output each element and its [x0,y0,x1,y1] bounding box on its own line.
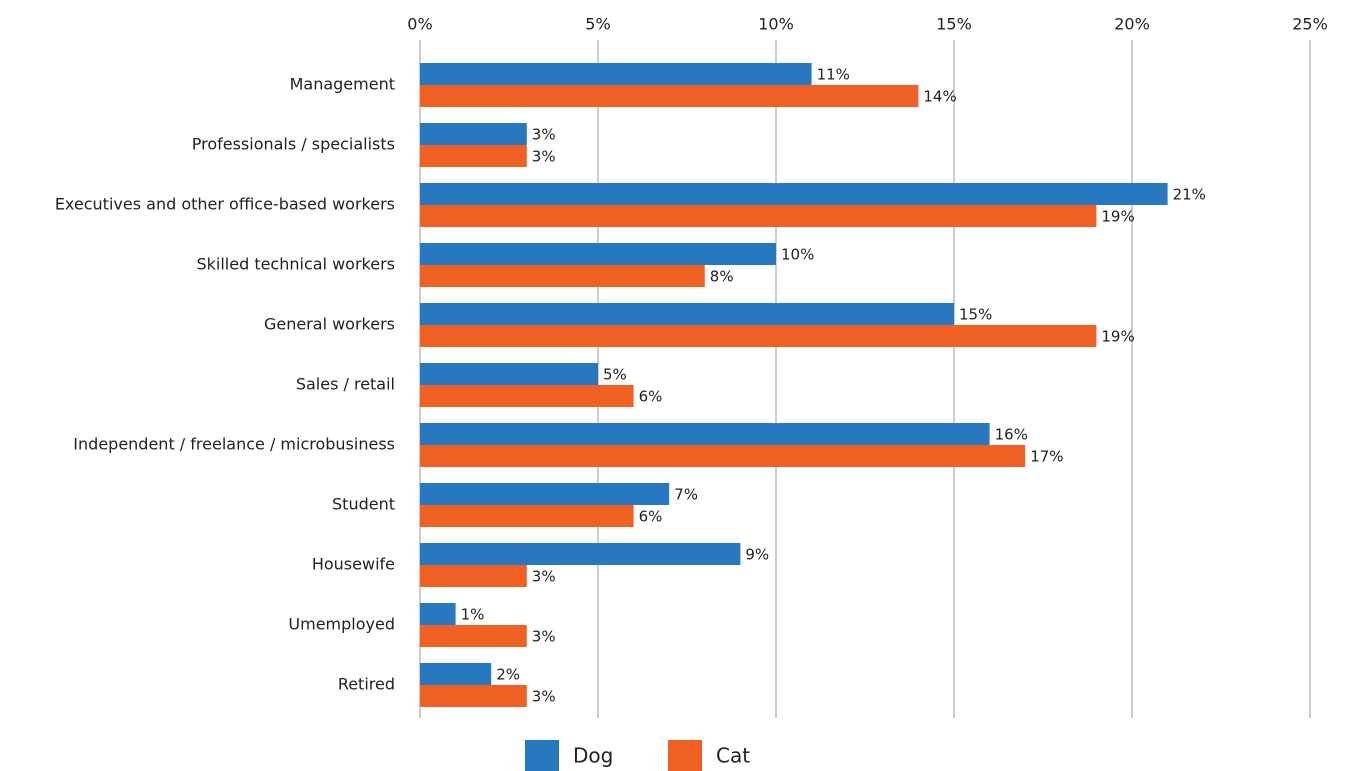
bar [420,565,527,587]
bar [420,625,527,647]
value-label: 9% [745,546,769,564]
bar [420,183,1168,205]
value-label: 6% [639,508,663,526]
bar [420,505,634,527]
bar [420,123,527,145]
bar [420,445,1026,467]
bar [420,543,741,565]
x-tick-label: 5% [585,15,610,34]
bar [420,303,954,325]
bar [420,663,492,685]
bar [420,363,598,385]
value-label: 11% [817,66,850,84]
value-label: 19% [1101,208,1134,226]
y-tick-label: Retired [338,675,395,694]
value-label: 14% [923,88,956,106]
value-label: 16% [995,426,1028,444]
bar [420,685,527,707]
bar [420,145,527,167]
value-label: 2% [496,666,520,684]
legend-swatch [668,740,702,771]
value-label: 5% [603,366,627,384]
value-label: 3% [532,148,556,166]
x-tick-label: 25% [1292,15,1328,34]
value-label: 1% [461,606,485,624]
bar [420,385,634,407]
value-label: 19% [1101,328,1134,346]
x-tick-label: 20% [1114,15,1150,34]
value-label: 15% [959,306,992,324]
y-tick-label: Professionals / specialists [192,135,395,154]
bar [420,483,670,505]
y-tick-label: Executives and other office-based worker… [55,195,395,214]
value-label: 21% [1173,186,1206,204]
bar [420,243,776,265]
y-tick-label: Housewife [312,555,395,574]
y-tick-label: General workers [264,315,395,334]
bar [420,325,1097,347]
bar [420,85,919,107]
value-label: 3% [532,126,556,144]
x-tick-label: 10% [758,15,794,34]
legend-label: Dog [573,744,613,768]
y-tick-label: Independent / freelance / microbusiness [73,435,395,454]
bar [420,63,812,85]
y-tick-label: Management [290,75,395,94]
value-label: 17% [1030,448,1063,466]
x-tick-label: 0% [407,15,432,34]
bar [420,205,1097,227]
bar [420,265,705,287]
legend-swatch [525,740,559,771]
y-tick-label: Skilled technical workers [196,255,395,274]
value-label: 3% [532,628,556,646]
x-tick-label: 15% [936,15,972,34]
y-tick-label: Sales / retail [296,375,395,394]
value-label: 10% [781,246,814,264]
y-tick-label: Student [332,495,395,514]
y-tick-label: Umemployed [288,615,395,634]
value-label: 7% [674,486,698,504]
bar [420,603,456,625]
bar [420,423,990,445]
value-label: 8% [710,268,734,286]
value-label: 3% [532,688,556,706]
value-label: 6% [639,388,663,406]
legend-label: Cat [716,744,750,768]
value-label: 3% [532,568,556,586]
